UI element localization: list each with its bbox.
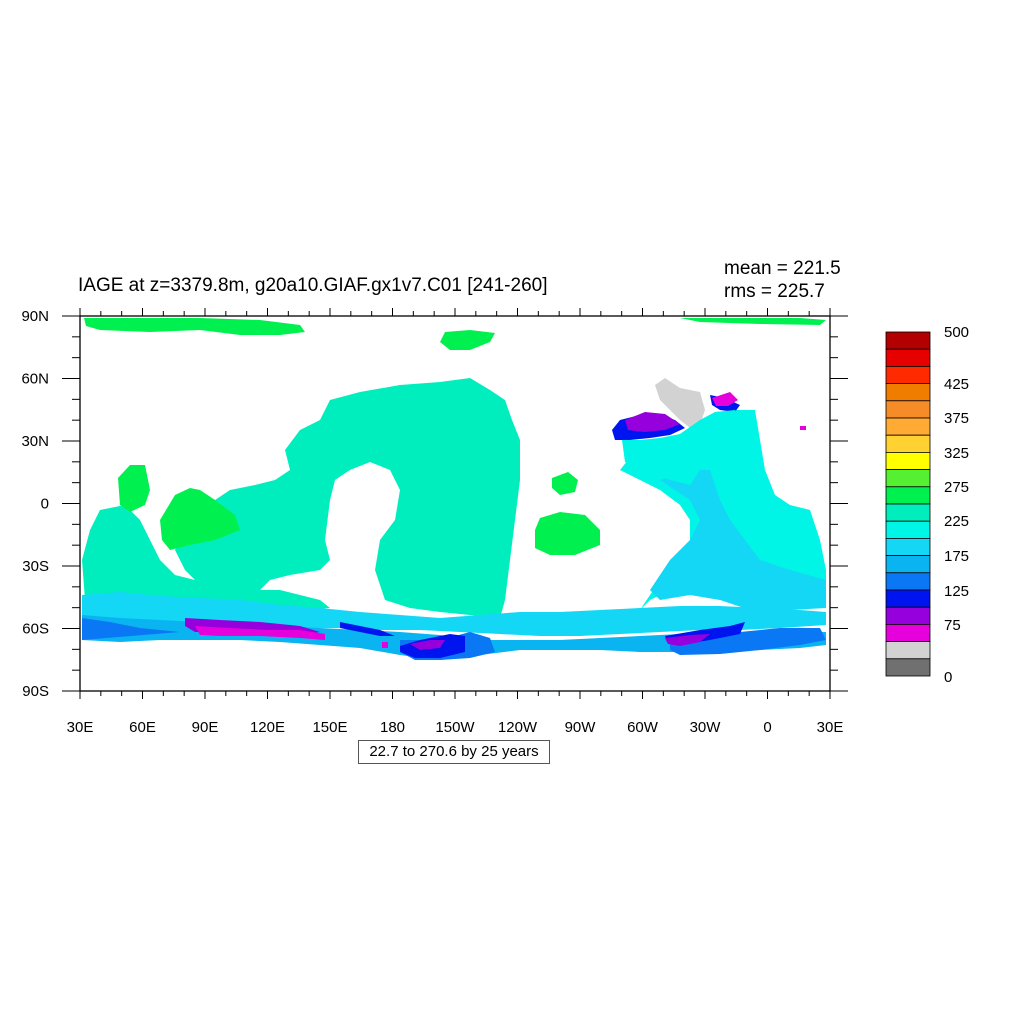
y-tick-label: 60S (22, 621, 49, 638)
antarctic-margin-ross-magenta (410, 640, 445, 650)
x-tick-label: 150W (435, 719, 475, 736)
x-tick-label: 120W (498, 719, 538, 736)
colorbar-swatch (885, 417, 931, 436)
x-tick-label: 30E (67, 719, 94, 736)
x-tick-label: 120E (250, 719, 285, 736)
nordic-magenta-region (712, 392, 806, 430)
colorbar-swatch (885, 486, 931, 505)
chart-title: IAGE at z=3379.8m, g20a10.GIAF.gx1v7.C01… (78, 275, 548, 296)
colorbar-swatch (885, 451, 931, 470)
colorbar-label: 75 (944, 617, 961, 634)
colorbar-swatch (885, 434, 931, 453)
colorbar-swatch (885, 348, 931, 367)
colorbar-swatch (885, 400, 931, 419)
colorbar-swatch (885, 624, 931, 643)
colorbar-label: 175 (944, 548, 969, 565)
x-tick-label: 180 (380, 719, 405, 736)
colorbar-swatch (885, 383, 931, 402)
y-axis: 90N 60N 30N 0 30S 60S 90S (21, 308, 848, 700)
map-plot-area (80, 316, 830, 691)
antarctic-margin-weddell-magenta (665, 634, 710, 646)
arctic-green-region (84, 318, 826, 350)
x-tick-label: 0 (763, 719, 771, 736)
colorbar-swatch (885, 469, 931, 488)
labrador-purple-region (625, 412, 680, 432)
y-tick-label: 30N (21, 433, 49, 450)
colorbar-swatch (885, 365, 931, 384)
greenland-grey-region (655, 378, 705, 428)
colorbar-swatch (885, 331, 931, 350)
colorbar-label: 225 (944, 513, 969, 530)
pacific-region (175, 378, 520, 618)
indian-ocean-region (82, 505, 330, 610)
south-atlantic-region (650, 470, 826, 610)
rms-value: rms = 225.7 (724, 281, 825, 302)
colorbar-swatch (885, 658, 931, 677)
colorbar-swatch (885, 572, 931, 591)
colorbar-swatch (885, 538, 931, 557)
x-tick-label: 30W (690, 719, 722, 736)
colorbar-label: 375 (944, 410, 969, 427)
colorbar-label: 0 (944, 669, 952, 686)
colorbar-swatch (885, 641, 931, 660)
pacific-green-region (535, 472, 600, 555)
contour-info-box: 22.7 to 270.6 by 25 years (358, 740, 550, 764)
colorbar-label: 425 (944, 376, 969, 393)
colorbar-label: 275 (944, 479, 969, 496)
y-tick-label: 0 (41, 496, 49, 513)
y-tick-label: 90N (21, 308, 49, 325)
x-tick-label: 30E (817, 719, 844, 736)
x-axis: 30E 60E 90E 120E 150E 180 150W 120W 90W 60W 30W 0 30… (67, 308, 844, 736)
colorbar-swatch (885, 606, 931, 625)
y-tick-label: 30S (22, 558, 49, 575)
colorbar-label: 500 (944, 324, 969, 341)
colorbar-swatch (885, 555, 931, 574)
x-tick-label: 150E (312, 719, 347, 736)
y-tick-label: 60N (21, 371, 49, 388)
x-tick-label: 90E (192, 719, 219, 736)
y-tick-label: 90S (22, 683, 49, 700)
antarctic-magenta-spot (382, 642, 388, 648)
colorbar-label: 325 (944, 445, 969, 462)
antarctic-margin-ross (340, 622, 465, 658)
colorbar-swatch (885, 503, 931, 522)
colorbar-swatch (885, 520, 931, 539)
north-atlantic-cyan-region (622, 410, 745, 485)
colorbar: 500 425 375 325 275 225 175 125 75 0 (885, 324, 969, 686)
colorbar-swatch (885, 589, 931, 608)
mean-value: mean = 221.5 (724, 258, 841, 279)
x-tick-label: 60W (627, 719, 659, 736)
x-tick-label: 90W (565, 719, 597, 736)
x-tick-label: 60E (129, 719, 156, 736)
colorbar-label: 125 (944, 583, 969, 600)
indian-green-region (118, 465, 240, 550)
antarctic-margin-indian-magenta (195, 626, 325, 640)
